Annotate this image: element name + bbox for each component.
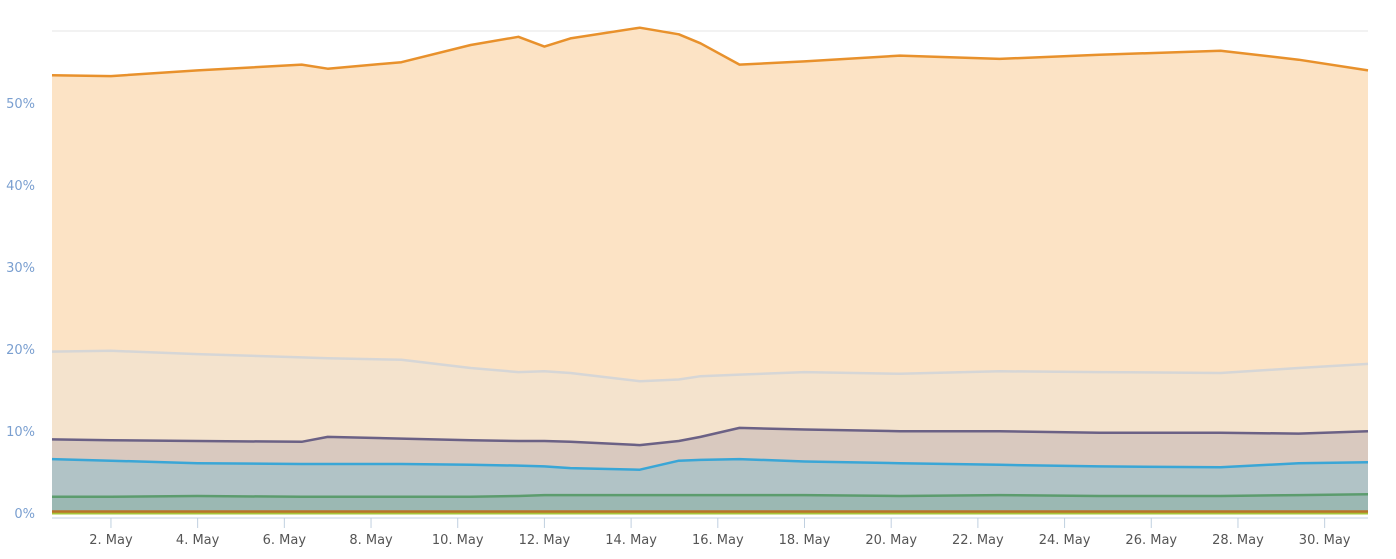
x-tick-label: 4. May (176, 533, 220, 548)
x-tick-label: 22. May (952, 533, 1004, 548)
y-tick-label: 30% (6, 261, 35, 276)
area-green (52, 494, 1368, 512)
y-tick-label: 20% (6, 343, 35, 358)
line-blue (51, 457, 1369, 471)
x-tick-label: 18. May (779, 533, 831, 548)
x-tick-label: 2. May (89, 533, 133, 548)
x-tick-label: 16. May (692, 533, 744, 548)
x-tick-label: 28. May (1212, 533, 1264, 548)
area-blue (52, 459, 1368, 497)
x-axis: 2. May 4. May 6. May 8. May 10. May 12. May 14… (52, 517, 1368, 548)
x-tick-label: 14. May (605, 533, 657, 548)
x-tick-label: 26. May (1125, 533, 1177, 548)
line-light-gray (51, 349, 1369, 383)
x-tick-label: 10. May (432, 533, 484, 548)
x-tick-label: 30. May (1299, 533, 1351, 548)
y-tick-label: 0% (14, 507, 35, 522)
x-tick-label: 8. May (349, 533, 393, 548)
line-green (52, 493, 1369, 499)
series-areas (52, 27, 1368, 514)
x-tick-label: 6. May (263, 533, 307, 548)
y-tick-label: 50% (6, 97, 35, 112)
line-orange (51, 26, 1369, 78)
area-orange (52, 27, 1368, 382)
x-tick-label: 24. May (1039, 533, 1091, 548)
area-light-gray (52, 350, 1368, 446)
y-tick-label: 10% (6, 425, 35, 440)
line-purple (51, 426, 1369, 447)
y-axis: 0% 10% 20% 30% 40% 50% (6, 97, 35, 522)
y-tick-label: 40% (6, 179, 35, 194)
x-tick-label: 20. May (865, 533, 917, 548)
x-tick-label: 12. May (519, 533, 571, 548)
series-lines (51, 26, 1369, 515)
